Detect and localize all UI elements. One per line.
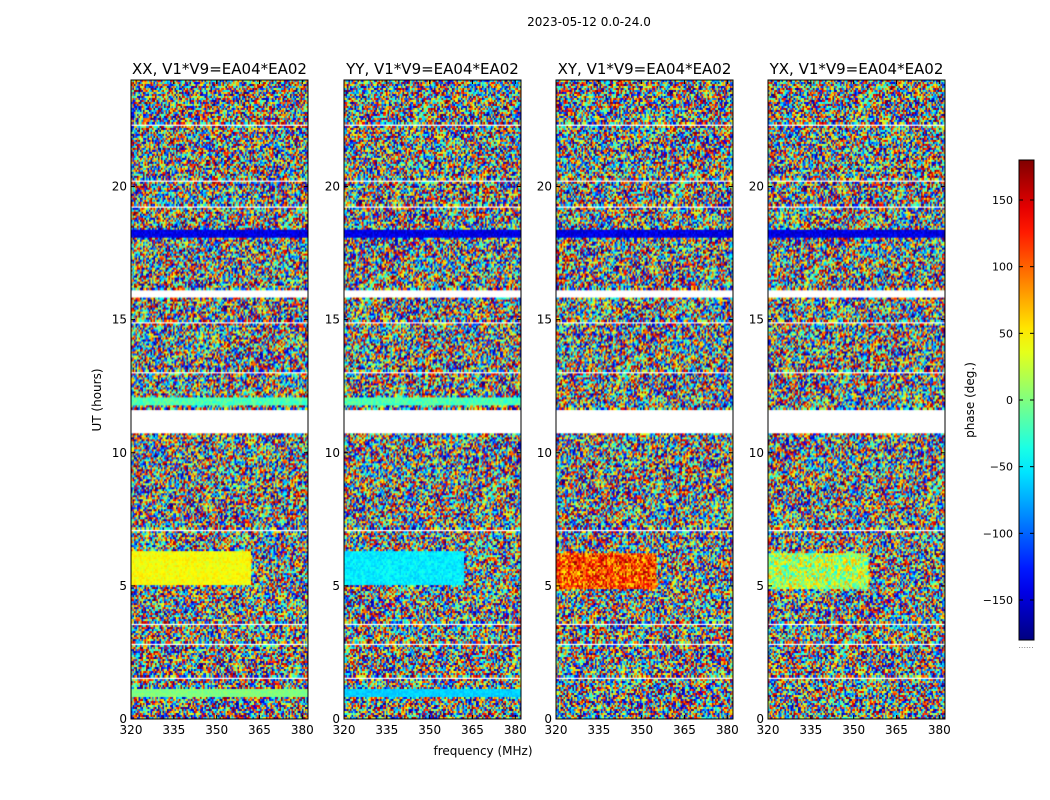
y-tick-label: 10	[112, 446, 127, 460]
y-tick-label: 5	[119, 579, 127, 593]
y-tick-label: 15	[325, 313, 340, 327]
x-tick-label: 320	[120, 723, 143, 737]
x-tick-label: 365	[248, 723, 271, 737]
panel-heatmap-image	[768, 80, 945, 719]
panel-2: YY, V1*V9=EA04*EA02 320 335 350 365 380 0 5 10 15…	[325, 60, 527, 737]
x-tick-label: 320	[757, 723, 780, 737]
x-tick-label: 365	[461, 723, 484, 737]
x-tick-label: 380	[504, 723, 527, 737]
x-tick-label: 380	[928, 723, 951, 737]
panel-frame	[343, 79, 522, 720]
colorbar-under-label: ......	[1018, 641, 1033, 650]
y-axis-label: UT (hours)	[90, 368, 104, 431]
y-tick-label: 5	[544, 579, 552, 593]
x-tick-label: 335	[375, 723, 398, 737]
colorbar: 150 100 50 0 −50 −100 −150	[983, 159, 1035, 641]
y-tick-label: 20	[112, 180, 127, 194]
y-tick-label: 15	[749, 313, 764, 327]
y-tick-label: 10	[537, 446, 552, 460]
panel-1: XX, V1*V9=EA04*EA02 320 335 350 365 380 0 5 10 15…	[112, 60, 314, 737]
panel-3: XY, V1*V9=EA04*EA02 320 335 350 365 380 0 5 10 15…	[537, 60, 739, 737]
colorbar-tick-label: −150	[983, 594, 1013, 607]
x-tick-label: 365	[673, 723, 696, 737]
y-tick-label: 20	[749, 180, 764, 194]
x-tick-label: 350	[630, 723, 653, 737]
y-tick-label: 0	[756, 712, 764, 726]
x-tick-label: 335	[799, 723, 822, 737]
y-tick-label: 15	[537, 313, 552, 327]
panel-frame	[130, 79, 309, 720]
colorbar-tick-label: 50	[999, 327, 1013, 340]
x-tick-label: 320	[545, 723, 568, 737]
panel-heatmap-image	[344, 80, 521, 719]
panel-heatmap-image	[131, 80, 308, 719]
y-tick-label: 20	[325, 180, 340, 194]
x-axis-label: frequency (MHz)	[433, 744, 532, 758]
panel-frame	[767, 79, 946, 720]
colorbar-tick-label: −100	[983, 527, 1013, 540]
y-tick-label: 10	[325, 446, 340, 460]
x-tick-label: 335	[162, 723, 185, 737]
panel-title: XX, V1*V9=EA04*EA02	[132, 60, 307, 78]
panel-frame	[555, 79, 734, 720]
panels-group: XX, V1*V9=EA04*EA02 320 335 350 365 380 0 5 10 15…	[112, 60, 951, 737]
y-tick-label: 5	[332, 579, 340, 593]
y-tick-label: 20	[537, 180, 552, 194]
figure-suptitle: 2023-05-12 0.0-24.0	[527, 15, 651, 29]
colorbar-tick-label: 150	[992, 194, 1013, 207]
colorbar-label: phase (deg.)	[963, 362, 977, 438]
y-tick-label: 15	[112, 313, 127, 327]
colorbar-tick-label: 0	[1006, 394, 1013, 407]
y-tick-label: 0	[119, 712, 127, 726]
panel-title: YY, V1*V9=EA04*EA02	[345, 60, 519, 78]
x-tick-label: 380	[716, 723, 739, 737]
y-tick-label: 0	[332, 712, 340, 726]
panel-4: YX, V1*V9=EA04*EA02 320 335 350 365 380 0 5 10 15…	[749, 60, 951, 737]
x-tick-label: 350	[205, 723, 228, 737]
panel-title: XY, V1*V9=EA04*EA02	[558, 60, 732, 78]
panel-heatmap-image	[556, 80, 733, 719]
x-tick-label: 365	[885, 723, 908, 737]
x-tick-label: 380	[291, 723, 314, 737]
y-tick-label: 5	[756, 579, 764, 593]
x-tick-label: 350	[418, 723, 441, 737]
y-tick-label: 0	[544, 712, 552, 726]
panel-title: YX, V1*V9=EA04*EA02	[769, 60, 944, 78]
y-tick-label: 10	[749, 446, 764, 460]
x-tick-label: 335	[587, 723, 610, 737]
colorbar-tick-label: 100	[992, 261, 1013, 274]
colorbar-tick-label: −50	[990, 461, 1013, 474]
x-tick-label: 320	[333, 723, 356, 737]
x-tick-label: 350	[842, 723, 865, 737]
